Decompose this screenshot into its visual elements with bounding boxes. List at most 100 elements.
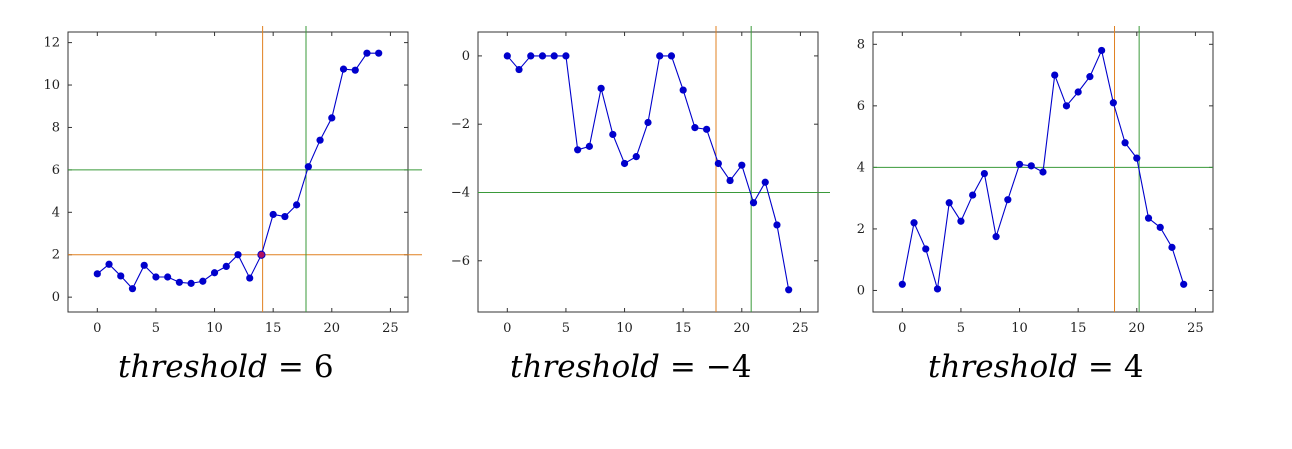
data-point	[980, 169, 988, 178]
data-point	[351, 66, 359, 74]
data-point	[969, 191, 977, 199]
data-point	[620, 159, 629, 168]
data-point	[281, 212, 289, 221]
data-point	[910, 219, 918, 227]
x-tick-label: 25	[792, 321, 809, 336]
caption-value: 4	[1124, 349, 1144, 385]
data-point	[175, 278, 183, 286]
y-tick-label: 0	[52, 290, 60, 305]
data-point	[992, 233, 1000, 241]
x-tick-label: 20	[734, 321, 751, 336]
x-tick-label: 10	[1011, 321, 1028, 336]
data-point	[761, 178, 769, 186]
data-point	[128, 285, 137, 293]
data-point	[922, 245, 930, 253]
data-point	[164, 273, 172, 281]
data-point	[105, 260, 113, 268]
y-tick-label: 0	[857, 283, 865, 298]
data-point	[210, 269, 219, 277]
x-tick-label: 5	[957, 321, 965, 336]
axis-frame	[477, 31, 819, 313]
data-point	[585, 142, 593, 150]
x-tick-label: 15	[1070, 321, 1087, 336]
y-tick-label: 6	[857, 99, 865, 114]
data-point	[1027, 162, 1035, 170]
chart-panel-3: 0 5 10 15 20 25 0 2 4 6 8 threshold = 4	[857, 26, 1214, 385]
caption-variable: threshold	[928, 349, 1078, 385]
x-tick-label: 0	[898, 321, 906, 336]
threshold-caption: threshold = −4	[510, 349, 752, 385]
chart-panel-1: 0 5 10 15 20 25 0 2 4 6 8 10 12 threshold = 6	[43, 26, 422, 385]
data-point	[1109, 99, 1117, 107]
data-point	[679, 86, 687, 94]
data-point	[269, 210, 277, 219]
data-point	[363, 49, 371, 57]
data-point	[691, 124, 699, 132]
data-point	[140, 261, 148, 269]
threshold-caption: threshold = 6	[118, 349, 334, 385]
x-tick-label: 0	[503, 321, 511, 336]
data-point	[703, 125, 711, 133]
data-point	[957, 217, 965, 225]
x-tick-label: 5	[152, 321, 160, 336]
data-point	[597, 84, 605, 92]
x-tick-label: 25	[1187, 321, 1204, 336]
data-point	[1074, 88, 1082, 96]
y-tick-label: 4	[857, 160, 865, 175]
data-point	[1144, 214, 1153, 222]
y-tick-label: 2	[52, 248, 60, 263]
data-point	[328, 114, 336, 122]
data-point	[609, 130, 617, 139]
data-point	[1168, 243, 1176, 251]
caption-value: 6	[314, 349, 334, 385]
x-tick-label: 10	[206, 321, 223, 336]
y-tick-label: 8	[857, 37, 865, 52]
data-point	[1062, 102, 1071, 110]
chart-panel-2: 0 5 10 15 20 25 0 −2 −4 −6 threshold = −4	[451, 26, 830, 385]
data-point	[562, 52, 570, 60]
x-tick-label: 20	[1129, 321, 1146, 336]
data-point	[1098, 46, 1106, 55]
y-tick-label: −2	[451, 117, 470, 132]
data-point	[667, 52, 676, 60]
series-line	[506, 55, 790, 290]
y-tick-label: 4	[52, 205, 60, 220]
y-tick-label: −6	[451, 254, 470, 269]
data-point	[1121, 139, 1129, 147]
caption-variable: threshold	[118, 349, 268, 385]
data-point	[644, 118, 652, 127]
caption-variable: threshold	[510, 349, 660, 385]
y-tick-label: 12	[43, 36, 60, 51]
data-point	[656, 52, 664, 60]
data-point	[234, 251, 242, 259]
caption-operator: =	[278, 349, 304, 385]
highlight-point	[257, 250, 266, 259]
x-tick-label: 5	[562, 321, 570, 336]
data-point	[738, 161, 746, 169]
y-tick-label: 10	[43, 78, 60, 93]
data-point	[1180, 280, 1188, 288]
data-point	[93, 270, 101, 278]
data-point	[1015, 160, 1024, 168]
x-tick-label: 20	[324, 321, 341, 336]
data-point	[515, 65, 523, 74]
data-point	[1004, 196, 1012, 204]
y-tick-label: −4	[451, 185, 470, 200]
axis-frame	[67, 31, 409, 313]
threshold-caption: threshold = 4	[928, 349, 1144, 385]
data-point	[1133, 154, 1141, 162]
data-point	[199, 277, 207, 285]
data-point	[375, 49, 383, 57]
data-point	[538, 52, 547, 60]
data-point	[632, 153, 640, 161]
data-point	[222, 262, 230, 270]
data-point	[933, 285, 942, 293]
y-tick-label: 2	[857, 222, 865, 237]
data-point	[550, 52, 558, 60]
data-point	[304, 163, 312, 171]
data-point	[152, 273, 160, 281]
caption-value: −4	[706, 349, 752, 385]
data-point	[714, 159, 722, 168]
x-tick-label: 10	[616, 321, 633, 336]
